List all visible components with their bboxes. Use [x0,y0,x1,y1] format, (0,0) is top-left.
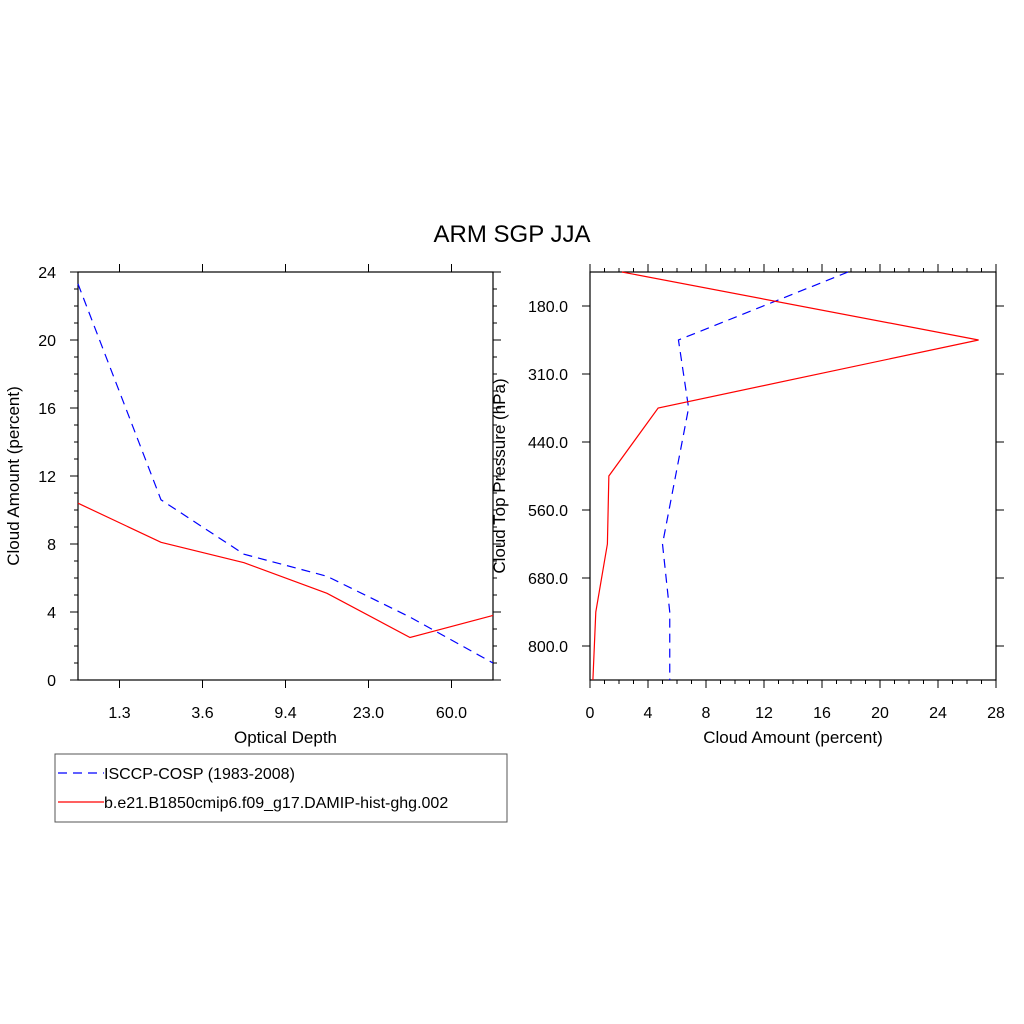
y-tick-label: 560.0 [528,503,568,520]
series-line-model [592,271,979,681]
y-tick-label: 4 [47,605,56,622]
x-tick-label: 4 [644,705,653,722]
left-chart-panel: 0 4 8 12 16 20 24 1.3 3.6 9.4 23.0 60.0 Optical Dept… [4,264,501,747]
x-tick-label: 1.3 [108,705,130,722]
y-axis-label: Cloud Top Pressure (hPa) [490,378,509,573]
x-axis-label: Cloud Amount (percent) [703,728,883,747]
series-line-isccp [661,271,849,680]
y-tick-label: 8 [47,537,56,554]
chart-title: ARM SGP JJA [434,221,591,248]
legend-label-isccp: ISCCP-COSP (1983-2008) [104,766,295,783]
series-line-isccp [77,283,494,664]
x-tick-label: 9.4 [274,705,296,722]
x-tick-label: 23.0 [353,705,384,722]
series-line-model [77,502,494,639]
x-tick-label: 16 [813,705,831,722]
y-tick-label: 800.0 [528,639,568,656]
x-tick-label: 28 [987,705,1005,722]
y-tick-label: 310.0 [528,367,568,384]
y-tick-label: 12 [38,469,56,486]
plot-frame [77,271,494,681]
y-tick-label: 20 [38,333,56,350]
y-axis-label: Cloud Amount (percent) [4,386,23,566]
y-tick-label: 680.0 [528,571,568,588]
x-tick-label: 60.0 [436,705,467,722]
legend: ISCCP-COSP (1983-2008) b.e21.B1850cmip6.… [54,753,508,823]
plot-frame [589,271,997,681]
x-tick-label: 12 [755,705,773,722]
legend-box [54,753,508,823]
x-tick-label: 8 [702,705,711,722]
y-tick-label: 440.0 [528,435,568,452]
x-axis-label: Optical Depth [234,728,337,747]
x-tick-label: 0 [586,705,595,722]
x-tick-label: 24 [929,705,947,722]
y-tick-label: 0 [47,673,56,690]
y-tick-label: 180.0 [528,299,568,316]
x-tick-label: 3.6 [191,705,213,722]
legend-label-model: b.e21.B1850cmip6.f09_g17.DAMIP-hist-ghg.… [104,795,448,812]
right-chart-panel: 0 4 8 12 16 20 24 28 180.0 310.0 440.0 560.0 680.0 80… [490,264,1005,747]
y-tick-label: 16 [38,401,56,418]
x-tick-label: 20 [871,705,889,722]
y-tick-label: 24 [38,265,56,282]
